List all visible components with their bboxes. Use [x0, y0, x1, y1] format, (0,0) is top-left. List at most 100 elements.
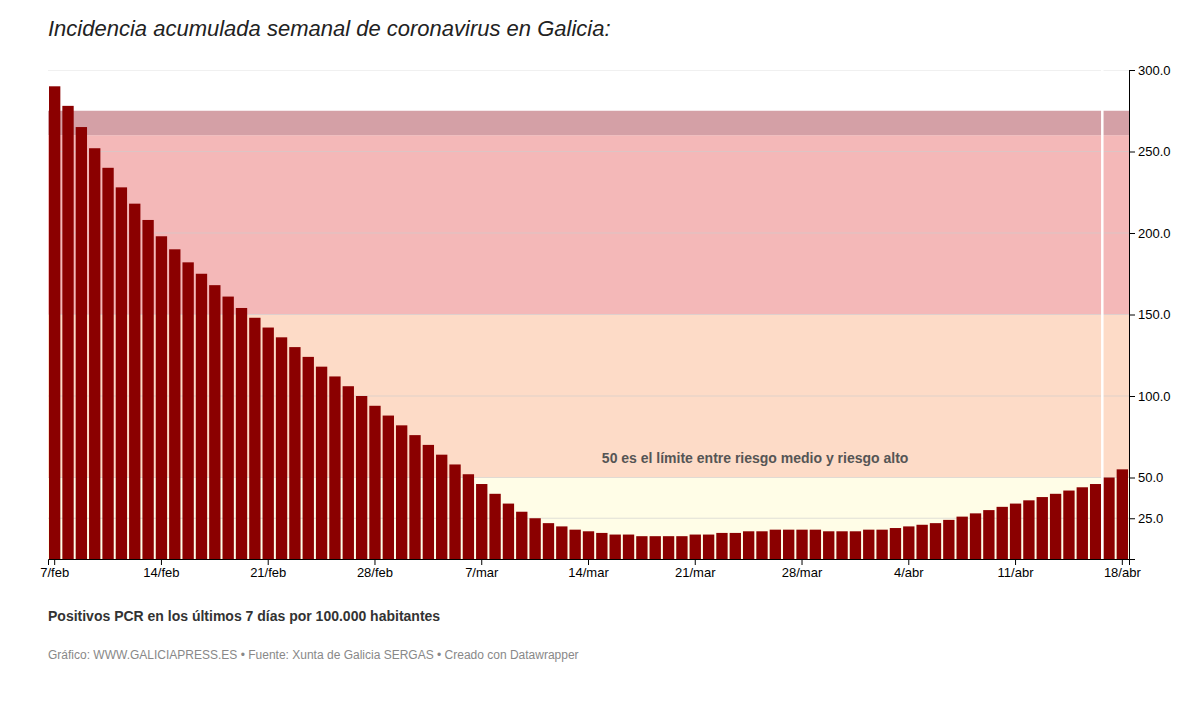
bar	[543, 523, 554, 559]
y-axis: 25.0 50.0 100.0 150.0 200.0 250.0 300.0	[1129, 63, 1171, 560]
bar	[703, 535, 714, 559]
bar	[276, 337, 287, 559]
x-tick-mark	[802, 559, 803, 565]
bar	[222, 297, 233, 559]
bar	[209, 285, 220, 559]
y-axis-line	[1130, 71, 1136, 560]
grid-line	[48, 70, 1129, 71]
y-tick-mark	[1129, 152, 1135, 153]
x-tick: 7/mar	[465, 559, 499, 580]
bar	[916, 525, 927, 559]
bar	[569, 530, 580, 559]
bar	[169, 249, 180, 559]
x-tick-label: 21/feb	[250, 565, 286, 580]
bar	[823, 531, 834, 559]
bar	[690, 535, 701, 559]
bar	[1010, 504, 1021, 559]
y-tick-label: 100.0	[1138, 389, 1171, 404]
x-tick-label: 4/abr	[894, 565, 924, 580]
bar	[329, 376, 340, 559]
x-tick-label: 28/mar	[782, 565, 823, 580]
y-tick: 300.0	[1129, 63, 1171, 78]
x-tick-label: 14/mar	[568, 565, 609, 580]
y-tick-label: 250.0	[1138, 144, 1171, 159]
x-tick: 7/feb	[40, 559, 69, 580]
x-tick: 14/mar	[568, 559, 609, 580]
annotation: 50 es el límite entre riesgo medio y rie…	[602, 450, 909, 466]
bar	[876, 530, 887, 559]
y-tick: 200.0	[1129, 226, 1171, 241]
bar	[943, 520, 954, 559]
bar	[756, 531, 767, 559]
bar	[623, 535, 634, 559]
y-tick: 50.0	[1129, 470, 1163, 485]
bar	[62, 106, 73, 559]
bar	[983, 510, 994, 559]
x-tick-mark	[268, 559, 269, 565]
bar	[89, 148, 100, 559]
x-tick-mark	[161, 559, 162, 565]
bar	[610, 535, 621, 559]
bar	[1117, 469, 1128, 559]
bar	[583, 531, 594, 559]
x-tick-mark	[695, 559, 696, 565]
bar	[1037, 497, 1048, 559]
y-tick: 150.0	[1129, 307, 1171, 322]
y-tick-label: 200.0	[1138, 226, 1171, 241]
x-tick-mark	[1122, 559, 1123, 565]
bar	[263, 328, 274, 559]
bar	[303, 357, 314, 559]
x-tick: 4/abr	[894, 559, 924, 580]
bar	[650, 536, 661, 559]
x-tick: 14/feb	[143, 559, 179, 580]
bar	[102, 168, 113, 559]
bar	[1077, 487, 1088, 559]
zone	[48, 111, 1129, 135]
marks	[48, 70, 1129, 559]
y-tick-mark	[1129, 70, 1135, 71]
bar	[289, 347, 300, 559]
x-tick: 28/mar	[782, 559, 823, 580]
x-tick-mark	[908, 559, 909, 565]
bar	[1023, 500, 1034, 559]
y-tick-mark	[1129, 518, 1135, 519]
x-axis-line	[49, 560, 1130, 566]
bar	[369, 406, 380, 559]
bar	[142, 220, 153, 559]
y-tick: 25.0	[1129, 511, 1163, 526]
bar	[596, 533, 607, 559]
bar	[516, 512, 527, 559]
bar	[436, 455, 447, 559]
x-tick-label: 7/feb	[40, 565, 69, 580]
y-label: Positivos PCR en los últimos 7 días por …	[48, 608, 440, 624]
plot: 7/feb 14/feb 21/feb 28/feb 7/mar 14/mar 21/mar…	[40, 63, 1170, 581]
y-tick: 100.0	[1129, 389, 1171, 404]
bar	[1090, 484, 1101, 559]
bar	[129, 204, 140, 559]
bar	[489, 494, 500, 559]
grid-line	[48, 233, 1129, 234]
bar	[743, 531, 754, 559]
bar	[396, 425, 407, 559]
chart: 7/feb 14/feb 21/feb 28/feb 7/mar 14/mar 21/mar…	[0, 0, 1199, 709]
bar	[463, 474, 474, 559]
bar	[903, 526, 914, 559]
x-tick-label: 21/mar	[675, 565, 716, 580]
bar	[503, 504, 514, 559]
x-axis: 7/feb 14/feb 21/feb 28/feb 7/mar 14/mar 21/mar…	[40, 559, 1141, 580]
bar	[770, 530, 781, 559]
bar	[343, 386, 354, 559]
bar	[116, 187, 127, 559]
bar	[156, 236, 167, 559]
bar	[890, 528, 901, 559]
bar	[796, 530, 807, 559]
x-tick-label: 28/feb	[357, 565, 393, 580]
x-tick-mark	[481, 559, 482, 565]
x-tick-mark	[1015, 559, 1016, 565]
title: Incidencia acumulada semanal de coronavi…	[48, 16, 611, 41]
y-tick: 250.0	[1129, 144, 1171, 159]
bar	[663, 536, 674, 559]
bar	[997, 507, 1008, 559]
x-tick-label: 18/abr	[1104, 565, 1142, 580]
bar	[356, 396, 367, 559]
